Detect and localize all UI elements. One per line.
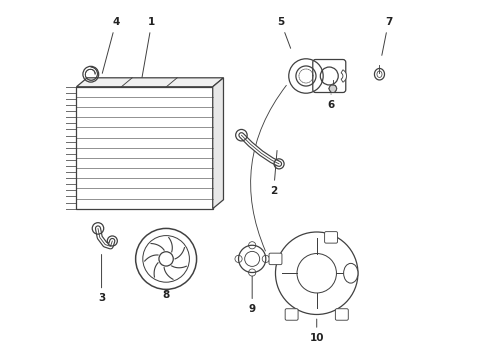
Polygon shape <box>213 78 223 209</box>
Text: 4: 4 <box>102 17 120 73</box>
Text: 1: 1 <box>142 17 155 80</box>
FancyBboxPatch shape <box>313 59 346 93</box>
FancyBboxPatch shape <box>52 196 57 204</box>
FancyBboxPatch shape <box>285 309 298 320</box>
Polygon shape <box>76 87 213 209</box>
Polygon shape <box>76 78 223 87</box>
Text: 6: 6 <box>327 94 335 110</box>
Circle shape <box>329 85 337 93</box>
Text: 10: 10 <box>310 319 324 343</box>
FancyBboxPatch shape <box>269 253 282 265</box>
Ellipse shape <box>343 264 358 283</box>
Wedge shape <box>341 70 346 82</box>
Text: 5: 5 <box>277 17 291 48</box>
Text: 7: 7 <box>382 17 392 55</box>
Text: 2: 2 <box>270 150 277 196</box>
Text: 3: 3 <box>98 255 105 303</box>
FancyBboxPatch shape <box>52 143 57 152</box>
FancyBboxPatch shape <box>335 309 348 320</box>
Text: 9: 9 <box>248 276 256 314</box>
FancyBboxPatch shape <box>324 231 338 243</box>
FancyBboxPatch shape <box>52 91 57 100</box>
Text: 8: 8 <box>163 290 170 300</box>
